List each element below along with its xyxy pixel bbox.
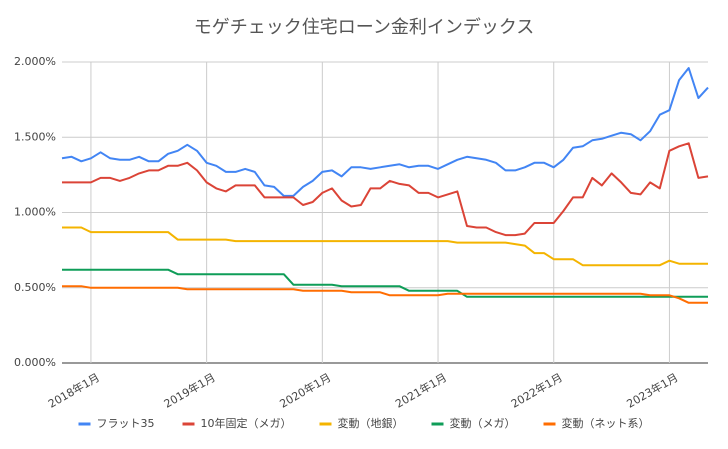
y-tick-label: 1.000% xyxy=(14,206,56,219)
series-line xyxy=(62,226,708,267)
legend-label: 変動（地銀） xyxy=(338,416,404,430)
x-tick-label: 2018年1月 xyxy=(46,370,102,411)
series-line xyxy=(62,285,708,304)
series-line xyxy=(62,268,708,298)
legend-label: 変動（メガ） xyxy=(450,416,516,430)
legend-label: フラット35 xyxy=(97,417,155,430)
series-line xyxy=(61,67,709,197)
chart-title: モゲチェック住宅ローン金利インデックス xyxy=(194,17,535,38)
legend-label: 10年固定（メガ） xyxy=(201,416,292,430)
x-tick-label: 2023年1月 xyxy=(624,370,680,411)
y-tick-label: 0.000% xyxy=(14,356,56,369)
x-tick-label: 2020年1月 xyxy=(277,370,333,411)
y-tick-label: 1.500% xyxy=(14,130,56,143)
y-tick-label: 0.500% xyxy=(14,281,56,294)
x-tick-label: 2021年1月 xyxy=(393,370,449,411)
series-line xyxy=(62,142,709,237)
x-tick-label: 2022年1月 xyxy=(508,370,564,411)
y-tick-label: 2.000% xyxy=(14,55,56,68)
legend-label: 変動（ネット系） xyxy=(562,416,650,430)
x-tick-label: 2019年1月 xyxy=(161,370,217,411)
